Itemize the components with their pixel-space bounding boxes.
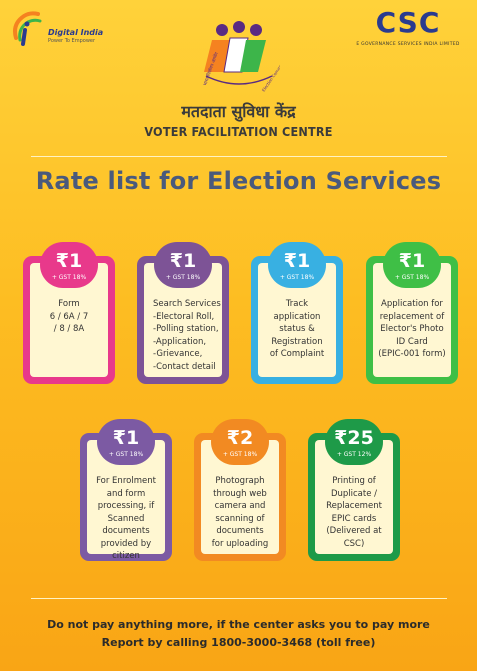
price-badge: ₹1 + GST 18% bbox=[268, 242, 326, 288]
price-badge: ₹25 + GST 12% bbox=[325, 419, 383, 465]
service-card: ₹2 + GST 18% Photograph through web camera a… bbox=[194, 419, 286, 561]
service-description: Search Services -Electoral Roll, -Polling … bbox=[145, 298, 221, 374]
price-value: ₹1 bbox=[55, 250, 83, 272]
digital-india-tagline: Power To Empower bbox=[48, 38, 96, 44]
service-description-line: and form bbox=[106, 488, 146, 499]
service-description-line: -Electoral Roll, bbox=[153, 311, 215, 322]
election-commission-logo: भारत निर्वाचन आयोग Election Commission o… bbox=[201, 21, 280, 93]
gst-label: + GST 18% bbox=[394, 274, 430, 281]
service-description-line: documents bbox=[216, 526, 264, 536]
service-description-line: for uploading bbox=[211, 538, 269, 549]
service-description-line: documents bbox=[102, 526, 150, 536]
service-description-line: Scanned bbox=[107, 513, 145, 524]
service-description-line: Registration bbox=[271, 336, 323, 347]
service-description-line: citizen bbox=[112, 551, 140, 561]
service-description-line: Track bbox=[285, 299, 309, 309]
price-badge: ₹1 + GST 18% bbox=[154, 242, 212, 288]
digital-india-logo: Digital India Power To Empower bbox=[10, 8, 110, 50]
page-title: Rate list for Election Services bbox=[35, 167, 442, 195]
service-description: Track application status & Registration of C… bbox=[259, 298, 335, 374]
service-card: ₹1 + GST 18% Application for replacement of… bbox=[366, 242, 458, 384]
service-card: ₹25 + GST 12% Printing of Duplicate / Replac… bbox=[308, 419, 400, 561]
service-description-line: -Grievance, bbox=[153, 349, 203, 359]
service-description-line: -Contact detail bbox=[153, 361, 216, 372]
service-description-line: scanning of bbox=[215, 513, 265, 524]
service-description-line: Photograph bbox=[215, 476, 265, 486]
service-description-line: Form bbox=[58, 299, 80, 309]
service-description-line: application bbox=[273, 311, 321, 322]
service-description-line: (Delivered at bbox=[326, 526, 382, 536]
service-description-line: Printing of bbox=[332, 476, 376, 486]
gst-label: + GST 18% bbox=[222, 451, 258, 458]
digital-india-icon bbox=[13, 11, 42, 46]
price-value: ₹1 bbox=[283, 250, 311, 272]
price-badge: ₹1 + GST 18% bbox=[97, 419, 155, 465]
hindi-title: मतदाता सुविधा केंद्र bbox=[181, 102, 296, 121]
service-description: Photograph through web camera and scanning … bbox=[202, 475, 278, 551]
warning-text: Do not pay anything more, if the center … bbox=[47, 618, 430, 631]
service-description: Printing of Duplicate / Replacement EPIC ca… bbox=[316, 475, 392, 551]
csc-subtitle: E GOVERNANCE SERVICES INDIA LIMITED bbox=[356, 42, 460, 47]
gst-label: + GST 18% bbox=[51, 274, 87, 281]
service-description-line: through web bbox=[213, 488, 267, 499]
service-description-line: provided by bbox=[100, 538, 152, 549]
service-description-line: replacement of bbox=[379, 311, 445, 322]
service-card: ₹1 + GST 18% Search Services -Electoral Rol… bbox=[137, 242, 229, 384]
gst-label: + GST 18% bbox=[108, 451, 144, 458]
gst-label: + GST 18% bbox=[165, 274, 201, 281]
service-description-line: camera and bbox=[214, 501, 266, 511]
service-description-line: Elector's Photo bbox=[380, 324, 444, 334]
service-card: ₹1 + GST 18% Track application status & Regis… bbox=[251, 242, 343, 384]
toll-free-text: Report by calling 1800-3000-3468 (toll f… bbox=[101, 636, 376, 649]
service-description-line: Replacement bbox=[326, 501, 382, 511]
english-title: VOTER FACILITATION CENTRE bbox=[144, 124, 333, 139]
service-description: Application for replacement of Elector's P… bbox=[374, 298, 450, 374]
top-divider bbox=[31, 156, 447, 157]
service-card: ₹1 + GST 18% Form 6 / 6A / 7 / 8 / 8A bbox=[23, 242, 115, 384]
service-description-line: Application for bbox=[381, 299, 443, 309]
price-badge: ₹2 + GST 18% bbox=[211, 419, 269, 465]
digital-india-title: Digital India bbox=[48, 28, 104, 37]
service-description: Form 6 / 6A / 7 / 8 / 8A bbox=[31, 298, 107, 374]
price-value: ₹1 bbox=[112, 427, 140, 449]
service-description-line: (EPIC-001 form) bbox=[378, 349, 446, 359]
service-description-line: Search Services bbox=[153, 299, 221, 309]
price-badge: ₹1 + GST 18% bbox=[383, 242, 441, 288]
price-value: ₹1 bbox=[398, 250, 426, 272]
service-description-line: -Polling station, bbox=[153, 324, 219, 334]
service-description-line: For Enrolment bbox=[96, 476, 156, 486]
bottom-divider bbox=[31, 598, 447, 599]
service-description-line: -Application, bbox=[153, 336, 207, 347]
gst-label: + GST 12% bbox=[336, 451, 372, 458]
service-description-line: ID Card bbox=[396, 336, 428, 347]
csc-logo: CSC E GOVERNANCE SERVICES INDIA LIMITED bbox=[353, 8, 463, 54]
price-value: ₹1 bbox=[169, 250, 197, 272]
service-description-line: Duplicate / bbox=[330, 488, 378, 499]
price-badge: ₹1 + GST 18% bbox=[40, 242, 98, 288]
service-description-line: 6 / 6A / 7 bbox=[49, 311, 89, 322]
service-description-line: EPIC cards bbox=[331, 513, 377, 524]
csc-logo-text: CSC bbox=[375, 6, 441, 39]
service-description: For Enrolment and form processing, if Scann… bbox=[88, 475, 164, 561]
price-value: ₹2 bbox=[226, 427, 254, 449]
service-description-line: status & bbox=[279, 324, 315, 334]
service-description-line: of Complaint bbox=[269, 349, 325, 359]
service-card: ₹1 + GST 18% For Enrolment and form processi… bbox=[80, 419, 172, 561]
price-value: ₹25 bbox=[334, 427, 374, 449]
service-description-line: / 8 / 8A bbox=[53, 324, 85, 334]
service-description-line: CSC) bbox=[343, 538, 365, 549]
gst-label: + GST 18% bbox=[279, 274, 315, 281]
service-description-line: processing, if bbox=[97, 501, 155, 511]
